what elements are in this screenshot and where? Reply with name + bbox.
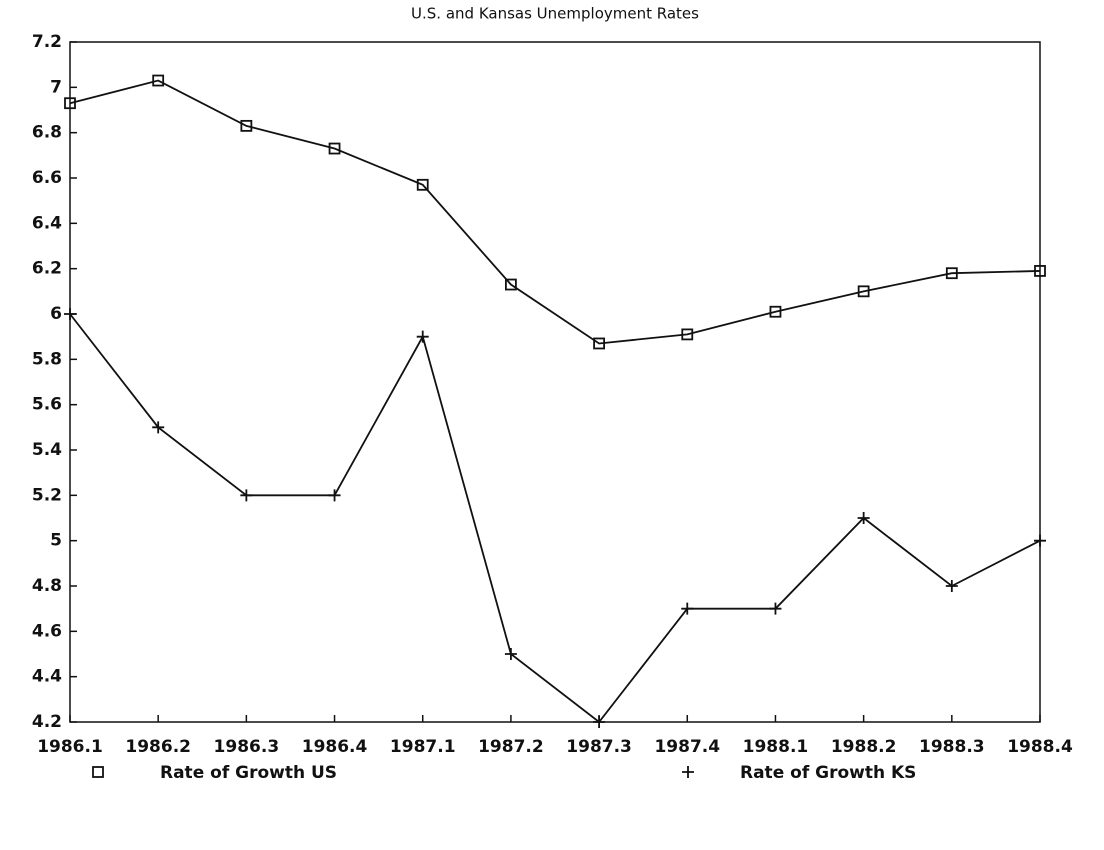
y-tick-label: 6 [50,304,62,324]
marker-square [945,267,958,280]
y-tick-label: 6.8 [32,123,62,143]
marker-square [416,178,429,191]
y-tick-label: 5.2 [32,485,62,505]
x-tick-label: 1987.3 [566,737,632,757]
legend-label: Rate of Growth KS [740,763,916,783]
y-tick-label: 5 [50,531,62,551]
marker-plus [857,512,870,524]
marker-square [505,278,517,291]
marker-plus [1034,534,1046,547]
marker-plus [769,602,782,615]
chart-title: U.S. and Kansas Unemployment Rates [411,5,699,23]
x-tick-label: 1986.2 [125,737,191,757]
x-tick-label: 1987.4 [654,737,720,757]
marker-plus [152,421,165,434]
marker-square [857,285,870,298]
x-tick-label: 1986.1 [37,737,103,757]
x-tick-label: 1986.4 [302,737,368,757]
y-tick-label: 6.6 [32,168,62,188]
y-tick-label: 4.2 [32,712,62,732]
marker-square [240,119,253,132]
x-tick-label: 1988.2 [831,737,897,757]
x-tick-label: 1988.4 [1007,737,1073,757]
series-line [69,79,1041,345]
y-tick-label: 7 [50,77,62,97]
marker-square [152,74,165,87]
marker-square [64,97,76,110]
legend-label: Rate of Growth US [160,763,337,783]
y-tick-label: 5.4 [32,440,62,460]
x-tick-label: 1986.3 [214,737,280,757]
marker-plus [682,766,694,778]
marker-square [92,766,104,778]
x-tick-label: 1987.2 [478,737,544,757]
plot-frame [69,41,1041,723]
y-tick-label: 6.4 [32,213,62,233]
marker-plus [64,308,76,320]
x-tick-label: 1988.1 [743,737,809,757]
marker-plus [945,580,958,592]
marker-plus [593,716,606,728]
marker-plus [504,648,517,660]
y-tick-label: 4.8 [32,576,62,596]
marker-plus [416,330,429,343]
y-tick-label: 4.4 [32,667,62,687]
x-tick-label: 1987.1 [390,737,456,757]
x-tick-label: 1988.3 [919,737,985,757]
marker-square [593,337,605,350]
y-tick-label: 5.6 [32,395,62,415]
series-line [69,313,1041,724]
y-tick-label: 4.6 [32,621,62,641]
y-tick-label: 6.2 [32,259,62,279]
marker-square [681,328,694,341]
marker-square [769,305,782,318]
marker-plus [240,489,253,502]
marker-plus [328,489,341,502]
marker-plus [681,602,694,615]
marker-square [1034,265,1046,277]
y-tick-label: 5.8 [32,349,62,369]
y-tick-label: 7.2 [32,32,62,52]
marker-square [328,142,341,155]
